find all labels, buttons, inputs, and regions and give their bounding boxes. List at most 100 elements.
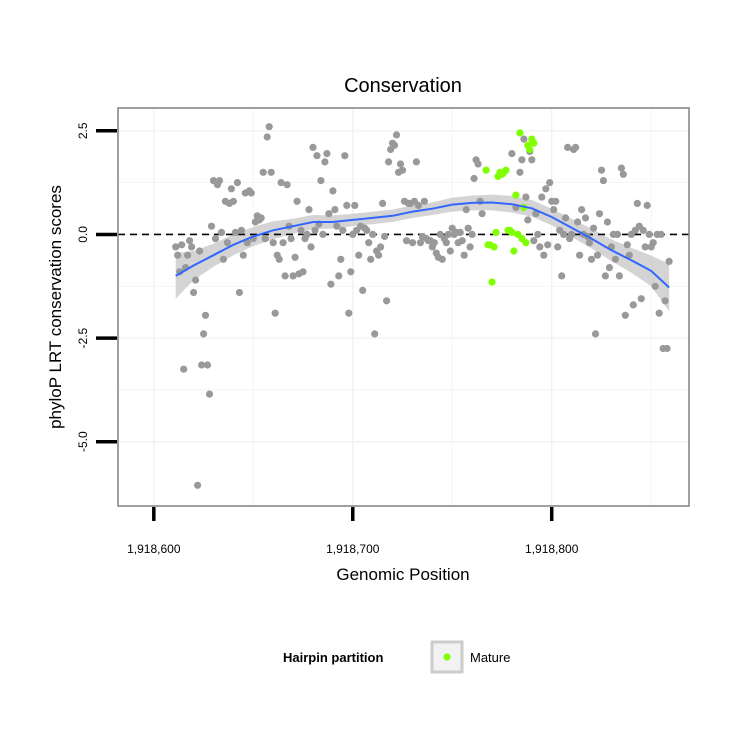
data-point (416, 239, 424, 247)
data-point (542, 185, 550, 193)
y-axis-title: phyloP LRT conservation scores (46, 185, 65, 429)
data-point (203, 361, 212, 369)
data-point (200, 330, 208, 338)
data-point (335, 272, 343, 280)
x-tick-label: 1,918,800 (525, 542, 579, 556)
data-point (468, 230, 476, 238)
data-point (299, 268, 307, 276)
data-point (446, 247, 454, 255)
data-point (198, 361, 206, 369)
data-point (289, 272, 297, 280)
data-point (625, 251, 633, 259)
data-point (629, 301, 637, 309)
data-point (613, 230, 622, 238)
data-point (261, 235, 269, 243)
data-point (574, 218, 582, 226)
y-tick-label: -2.5 (76, 327, 90, 348)
data-point (645, 230, 653, 238)
data-point (323, 150, 331, 158)
data-point (287, 235, 295, 243)
data-point (194, 481, 202, 489)
data-point (528, 156, 536, 164)
data-point (379, 199, 387, 207)
mature-data-point (516, 129, 524, 137)
data-point (355, 251, 363, 259)
data-point (329, 187, 337, 195)
data-point (603, 218, 612, 226)
data-point (665, 257, 673, 265)
data-point (259, 168, 267, 176)
data-point (508, 150, 516, 158)
data-point (237, 226, 245, 234)
data-point (552, 197, 560, 205)
mature-data-point (492, 228, 500, 236)
data-point (591, 330, 600, 338)
data-point (597, 166, 606, 174)
data-point (518, 156, 526, 164)
data-point (572, 143, 580, 151)
data-point (275, 255, 283, 263)
data-point (196, 247, 204, 255)
smooth-confidence-ribbon (175, 194, 670, 312)
data-point (420, 197, 428, 205)
data-point (229, 197, 237, 205)
data-point (363, 226, 371, 234)
data-point (184, 251, 192, 259)
data-point (589, 224, 598, 232)
data-point (641, 243, 649, 251)
data-point (639, 226, 647, 234)
x-axis: 1,918,600 1,918,700 1,918,800 (127, 507, 579, 556)
data-point (263, 133, 271, 141)
data-point (464, 224, 472, 232)
data-point (347, 268, 355, 276)
smooth-ribbon-layer (175, 194, 670, 312)
data-point (456, 228, 464, 236)
mature-data-point (512, 191, 520, 199)
mature-data-point (490, 243, 498, 251)
data-point (257, 214, 265, 222)
mature-data-point (522, 239, 530, 247)
data-point (309, 143, 317, 151)
data-point (462, 206, 470, 214)
data-point (337, 255, 345, 263)
mature-data-point (488, 278, 496, 286)
data-point (192, 276, 200, 284)
data-point (371, 330, 379, 338)
data-point (269, 239, 277, 247)
data-point (385, 158, 393, 166)
data-point (233, 179, 241, 187)
data-point (398, 166, 407, 174)
x-tick-label: 1,918,700 (326, 542, 380, 556)
data-point (205, 390, 214, 398)
data-point (524, 216, 532, 224)
data-point (568, 230, 576, 238)
y-tick-label: -5.0 (76, 431, 90, 452)
data-point (478, 210, 486, 218)
data-point (520, 135, 528, 143)
data-point (235, 288, 243, 297)
data-point (522, 193, 530, 201)
mature-data-point (482, 166, 490, 174)
data-point (599, 177, 608, 185)
mature-data-point (502, 166, 510, 174)
legend-key-mature (443, 653, 451, 661)
data-point (534, 230, 542, 238)
data-point (601, 272, 610, 280)
data-point (412, 158, 420, 166)
y-tick-label: 2.5 (76, 122, 90, 139)
data-point (414, 201, 422, 209)
data-point (186, 237, 194, 245)
data-point (611, 255, 620, 263)
data-point (369, 230, 377, 238)
data-point (297, 226, 305, 234)
data-point (313, 152, 321, 160)
data-point (271, 309, 279, 317)
data-point (655, 309, 663, 317)
x-tick-label: 1,918,600 (127, 542, 181, 556)
data-point (578, 206, 586, 214)
data-point (317, 177, 325, 185)
data-point (325, 210, 333, 218)
data-point (663, 344, 671, 353)
